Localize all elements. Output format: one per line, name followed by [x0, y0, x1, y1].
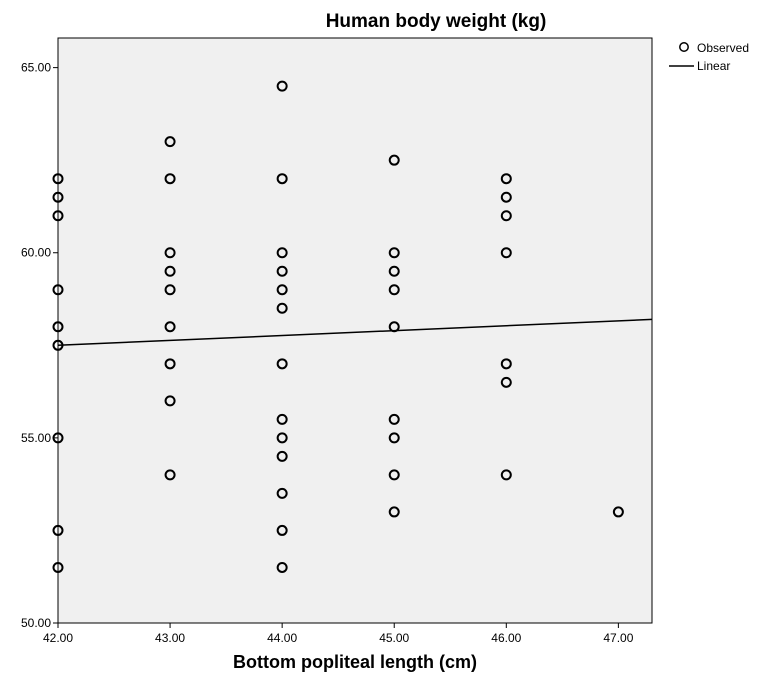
legend-linear-label: Linear [697, 59, 730, 73]
observed-point [164, 136, 176, 148]
observed-point [276, 358, 288, 370]
x-tick-label: 43.00 [155, 631, 185, 645]
observed-point [164, 265, 176, 277]
observed-point [276, 432, 288, 444]
observed-point [500, 247, 512, 259]
observed-point [276, 173, 288, 185]
observed-point [164, 247, 176, 259]
linear-fit-line [57, 318, 653, 347]
observed-point [52, 432, 64, 444]
observed-point [276, 80, 288, 92]
observed-point [612, 506, 624, 518]
observed-point [52, 173, 64, 185]
observed-point [500, 191, 512, 203]
observed-point [52, 561, 64, 573]
observed-point [52, 524, 64, 536]
observed-point [500, 210, 512, 222]
observed-point [388, 154, 400, 166]
x-axis: 42.00 43.00 44.00 45.00 46.00 47.00 [43, 623, 634, 645]
observed-point [164, 321, 176, 333]
x-tick-label: 45.00 [379, 631, 409, 645]
observed-point [276, 413, 288, 425]
y-tick-label: 65.00 [21, 61, 51, 75]
observed-point [388, 506, 400, 518]
x-tick-label: 46.00 [491, 631, 521, 645]
regression-line-layer [57, 318, 653, 347]
observed-point [276, 302, 288, 314]
observed-point [500, 173, 512, 185]
observed-point [52, 191, 64, 203]
observed-point [276, 247, 288, 259]
observed-point [388, 413, 400, 425]
legend: Observed Linear [669, 41, 749, 73]
observed-point [388, 284, 400, 296]
x-tick-label: 47.00 [603, 631, 633, 645]
observed-point [388, 265, 400, 277]
observed-point [276, 284, 288, 296]
observed-point [52, 210, 64, 222]
observed-point [52, 321, 64, 333]
observed-point [276, 487, 288, 499]
observed-point [52, 339, 64, 351]
observed-point [164, 358, 176, 370]
observed-point [276, 561, 288, 573]
observed-point [276, 524, 288, 536]
observed-point [52, 284, 64, 296]
observed-point [500, 358, 512, 370]
x-tick-label: 44.00 [267, 631, 297, 645]
observed-point [388, 432, 400, 444]
observed-point [388, 469, 400, 481]
observed-point [164, 395, 176, 407]
observed-point [164, 284, 176, 296]
observed-point [276, 265, 288, 277]
legend-observed-label: Observed [697, 41, 749, 55]
y-axis: 50.00 55.00 60.00 65.00 [21, 61, 58, 630]
observed-point [164, 469, 176, 481]
x-tick-label: 42.00 [43, 631, 73, 645]
y-tick-label: 60.00 [21, 246, 51, 260]
observed-point [500, 376, 512, 388]
x-axis-label: Bottom popliteal length (cm) [233, 652, 477, 672]
observed-point [388, 247, 400, 259]
y-tick-label: 50.00 [21, 616, 51, 630]
observed-point [500, 469, 512, 481]
observed-point [388, 321, 400, 333]
observed-points-layer [52, 80, 624, 573]
chart-title: Human body weight (kg) [326, 11, 547, 32]
y-tick-label: 55.00 [21, 431, 51, 445]
observed-point [276, 450, 288, 462]
legend-observed-marker [679, 42, 689, 52]
plot-area [57, 37, 653, 624]
observed-point [164, 173, 176, 185]
